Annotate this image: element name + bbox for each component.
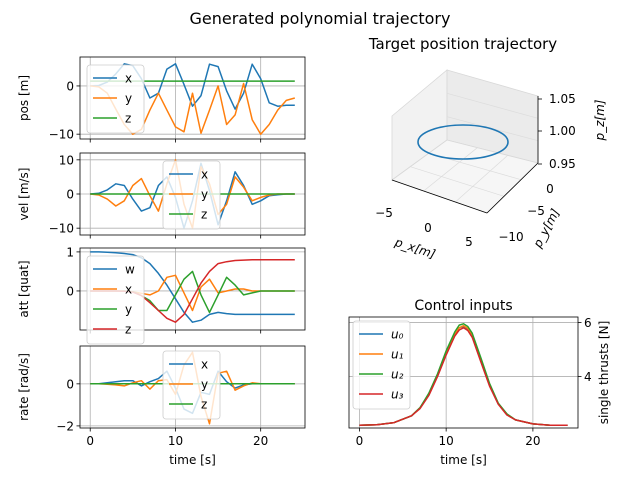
axes-title: Target position trajectory (368, 35, 557, 53)
grid-line-3d (455, 155, 508, 203)
x-tick-label: 0 (86, 434, 94, 448)
x-tick-label: 20 (525, 434, 540, 448)
y-tick-label: 6 (584, 316, 592, 330)
legend: xyz (86, 64, 145, 134)
axes-pos: 0 −10 pos [m] xyz (17, 56, 306, 143)
grid-line-3d (446, 92, 539, 119)
legend-label: x (125, 283, 132, 297)
legend-box (162, 350, 221, 420)
x-axis-3d (391, 179, 488, 214)
axes-target3d: Target position trajectory−5050−5−101.05… (368, 35, 607, 261)
legend-label: z (201, 208, 207, 222)
axes-vel: 10 0 −10 vel [m/s] xyz (17, 152, 306, 239)
y-tick-label-3d: 0 (546, 182, 554, 196)
z-tick-label-3d: 0.95 (549, 157, 576, 171)
legend-label: z (125, 323, 131, 337)
legend-box (86, 64, 145, 134)
legend-label: z (201, 398, 207, 412)
legend: u₀ u₁ u₂ u₃ (352, 320, 411, 410)
x-tick-label: 0 (356, 434, 364, 448)
z-tick-label-3d: 1.05 (549, 92, 576, 106)
y-tick-label: −10 (49, 222, 74, 236)
x-axis-label: time [s] (169, 453, 216, 467)
y-tick-label: 0 (66, 188, 74, 202)
axes-frame (79, 247, 306, 331)
y-tick-label: −2 (56, 419, 74, 433)
y-tick-label: 1 (66, 245, 74, 259)
grid-line-3d (410, 166, 505, 197)
series-line-u₃ (359, 327, 568, 427)
y-tick-label-3d: −5 (527, 204, 545, 218)
legend-label: w (125, 263, 135, 277)
legend-label: x (201, 168, 208, 182)
axes-frame (79, 345, 306, 429)
series-line-x (90, 63, 295, 110)
axes-frame (348, 316, 579, 429)
x-axis-label-3d: p_x[m] (392, 235, 437, 262)
grid-line-3d (423, 147, 478, 192)
y-tick-label: 0 (66, 284, 74, 298)
trajectory-circle (417, 124, 509, 160)
z-tick-label-3d: 1.00 (549, 124, 576, 138)
legend-label: y (201, 378, 208, 392)
y-axis-label: single thrusts [N] (597, 321, 611, 425)
legend-label: z (125, 112, 131, 126)
axes-title: Control inputs (414, 298, 512, 314)
legend-box (86, 255, 145, 345)
x-tick-label: 10 (168, 434, 183, 448)
legend-box (162, 160, 221, 230)
y-tick-label: 10 (59, 153, 74, 167)
x-tick-label-3d: 5 (465, 235, 473, 249)
x-tick-label-3d: 0 (424, 221, 432, 235)
axes-frame (79, 56, 306, 140)
y-tick-label: 4 (584, 370, 592, 384)
y-tick-label: −10 (49, 128, 74, 142)
y-axis-label: rate [rad/s] (17, 353, 31, 421)
legend: xyz (162, 350, 221, 420)
legend-box (352, 320, 411, 410)
legend-label: x (201, 358, 208, 372)
legend-label: u₃ (391, 388, 404, 402)
legend-label: u₁ (391, 348, 404, 362)
y-axis-label: att [quat] (17, 260, 31, 317)
series-line-w (90, 251, 295, 323)
y-axis-label: pos [m] (17, 75, 31, 121)
legend-label: y (201, 188, 208, 202)
x-tick-label: 10 (439, 434, 454, 448)
legend: xyz (162, 160, 221, 230)
y-axis-3d (486, 162, 539, 214)
y-tick-label-3d: −10 (498, 230, 523, 244)
axes-control: 0 10 20 6 4 time [s] single thrusts [N] Control… (348, 298, 611, 467)
x-axis-label: time [s] (440, 453, 487, 467)
legend-label: u₀ (391, 328, 404, 342)
y-tick-label: 0 (66, 377, 74, 391)
legend-label: y (125, 303, 132, 317)
legend-label: u₂ (391, 368, 404, 382)
legend-label: x (125, 72, 132, 86)
y-tick-label: 0 (66, 79, 74, 93)
y-axis-label: vel [m/s] (17, 168, 31, 221)
legend-label: y (125, 92, 132, 106)
figure-title: Generated polynomial trajectory (190, 9, 451, 28)
x-tick-label-3d: −5 (375, 206, 393, 220)
x-tick-label: 20 (253, 434, 268, 448)
axes-rate: 0 10 20 0 −2 time [s] rate [rad/s] xyz (17, 345, 306, 467)
z-axis-label-3d: p_z[m] (593, 99, 607, 141)
